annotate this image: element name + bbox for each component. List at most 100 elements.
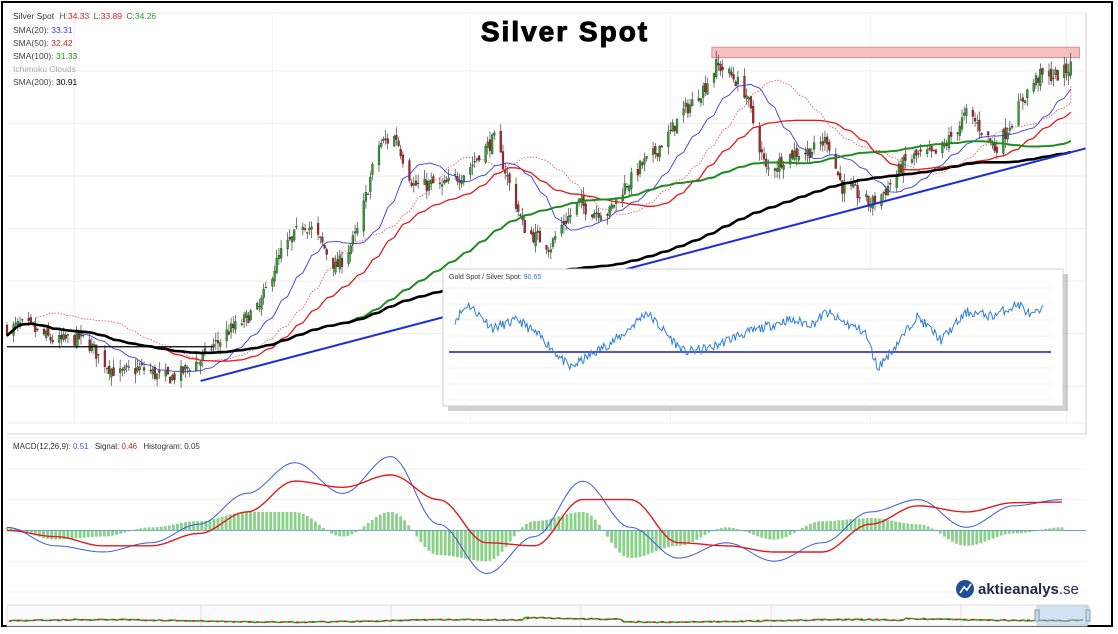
candle-body bbox=[774, 169, 776, 171]
candle-body bbox=[339, 256, 341, 269]
candle-body bbox=[121, 369, 123, 370]
candle-body bbox=[372, 164, 374, 175]
candle-body bbox=[197, 363, 199, 364]
histogram-bar bbox=[196, 521, 199, 530]
candle-body bbox=[171, 375, 173, 380]
candle-body bbox=[509, 174, 511, 183]
histogram-bar bbox=[286, 512, 289, 530]
candle-body bbox=[820, 142, 822, 143]
candle-body bbox=[43, 329, 45, 334]
candle-body bbox=[256, 303, 258, 309]
candle-body bbox=[1011, 126, 1013, 127]
candle-body bbox=[365, 192, 367, 201]
chart-canvas[interactable]: Silver Spot Silver Spot H:34.33 L:33.89 … bbox=[3, 3, 1115, 629]
macd-line bbox=[7, 457, 1062, 574]
candle-body bbox=[611, 205, 613, 209]
histogram-bar bbox=[890, 521, 893, 531]
histogram-bar bbox=[854, 519, 857, 531]
candle-body bbox=[737, 77, 739, 84]
candle-body bbox=[15, 323, 17, 324]
logo-suffix: .se bbox=[1059, 581, 1079, 598]
histogram-bar bbox=[184, 522, 187, 530]
candle-body bbox=[200, 362, 202, 366]
candle-body bbox=[839, 173, 841, 179]
candle-body bbox=[306, 232, 308, 233]
histogram-bar bbox=[614, 530, 617, 548]
candle-body bbox=[245, 313, 247, 318]
histogram-bar bbox=[269, 512, 272, 530]
histogram-bar bbox=[598, 525, 601, 531]
candle-body bbox=[822, 141, 824, 145]
histogram-bar bbox=[695, 530, 698, 539]
histogram-bar bbox=[375, 517, 378, 530]
histogram-bar bbox=[760, 530, 763, 537]
candle-body bbox=[946, 145, 948, 146]
histogram-bar bbox=[448, 530, 451, 555]
candle-body bbox=[672, 123, 674, 132]
histogram-bar bbox=[148, 527, 151, 530]
histogram-bar bbox=[135, 529, 138, 530]
histogram-bar bbox=[123, 530, 126, 532]
histogram-bar bbox=[493, 530, 496, 559]
candle-body bbox=[674, 126, 676, 131]
legend-c-label: C: bbox=[126, 11, 135, 21]
candle-body bbox=[321, 237, 323, 242]
candle-body bbox=[1068, 73, 1070, 76]
candle-body bbox=[567, 216, 569, 222]
candle-body bbox=[108, 366, 110, 374]
histogram-bar bbox=[480, 530, 483, 561]
histogram-bar bbox=[992, 530, 995, 538]
candle-body bbox=[278, 255, 280, 259]
histogram-bar bbox=[566, 514, 569, 530]
histogram-bar bbox=[253, 512, 256, 530]
candle-body bbox=[776, 168, 778, 171]
candle-body bbox=[1033, 83, 1035, 91]
candle-body bbox=[1055, 70, 1057, 75]
histogram-bar bbox=[610, 530, 613, 542]
candle-body bbox=[119, 369, 121, 373]
candle-body bbox=[1065, 64, 1067, 73]
candle-body bbox=[865, 195, 867, 197]
candle-body bbox=[124, 367, 126, 371]
histogram-bar bbox=[829, 521, 832, 530]
histogram-bar bbox=[793, 530, 796, 532]
candle-body bbox=[837, 172, 839, 175]
histogram-bar bbox=[691, 530, 694, 542]
candle-body bbox=[500, 131, 502, 152]
histogram-bar bbox=[371, 520, 374, 531]
candle-body bbox=[783, 165, 785, 169]
candle-body bbox=[326, 249, 328, 254]
histogram-bar bbox=[724, 527, 727, 530]
macd-value: 0.51 bbox=[73, 442, 89, 451]
navigator-handle-left[interactable] bbox=[1035, 610, 1039, 621]
histogram-bar bbox=[837, 520, 840, 530]
histogram-bar bbox=[501, 530, 504, 551]
candle-body bbox=[974, 118, 976, 121]
candle-body bbox=[913, 154, 915, 159]
histogram-bar bbox=[541, 521, 544, 531]
logo-text: aktieanalys bbox=[978, 581, 1059, 598]
candle-body bbox=[489, 140, 491, 151]
candle-body bbox=[324, 245, 326, 248]
candle-body bbox=[824, 137, 826, 142]
candle-body bbox=[992, 143, 994, 145]
navigator-handle-right[interactable] bbox=[1086, 610, 1090, 621]
candle-body bbox=[139, 367, 141, 370]
candle-body bbox=[959, 126, 961, 136]
candle-body bbox=[730, 72, 732, 75]
candle-body bbox=[965, 108, 967, 115]
histogram-bar bbox=[781, 530, 784, 538]
candle-body bbox=[854, 185, 856, 186]
candle-body bbox=[195, 362, 197, 370]
candle-body bbox=[65, 335, 67, 338]
candle-body bbox=[759, 126, 761, 152]
candle-body bbox=[428, 181, 430, 190]
navigator-selection[interactable] bbox=[1037, 606, 1089, 625]
candle-body bbox=[796, 148, 798, 156]
candle-body bbox=[250, 311, 252, 320]
candle-body bbox=[67, 335, 69, 336]
candle-body bbox=[600, 216, 602, 221]
candle-body bbox=[180, 366, 182, 381]
timeline-navigator[interactable] bbox=[7, 605, 1090, 626]
candle-body bbox=[1039, 69, 1041, 86]
